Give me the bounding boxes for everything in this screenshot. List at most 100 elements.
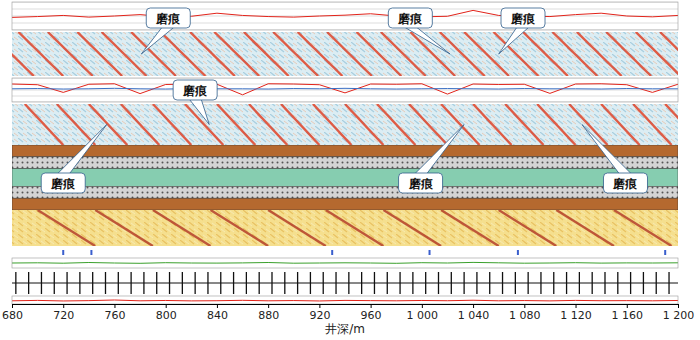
callout-box <box>399 173 443 193</box>
collar-spike <box>412 272 413 294</box>
tick-label: 1 080 <box>509 309 541 322</box>
callout-label: 磨痕 <box>510 12 536 26</box>
callout: 磨痕 <box>388 8 450 54</box>
event-mark <box>331 250 333 255</box>
tick: 1 040 <box>458 304 490 322</box>
wear-stripe <box>345 104 383 145</box>
collar-spike <box>604 272 605 294</box>
curve <box>12 300 678 302</box>
plot-area <box>12 104 678 145</box>
wear-stripe <box>614 210 672 246</box>
plot-area <box>12 78 678 102</box>
callout: 磨痕 <box>141 8 190 54</box>
callout-pointer <box>415 125 465 175</box>
event-mark <box>90 250 92 255</box>
event-mark <box>62 250 64 255</box>
wear-stripe <box>153 210 211 246</box>
collar-spike <box>143 272 144 294</box>
wear-stripe <box>217 104 255 145</box>
tick-label: 760 <box>104 309 125 322</box>
grid-line <box>12 90 678 91</box>
track: 6807207608008408809209601 0001 0401 0801… <box>2 296 694 336</box>
tick-mark <box>12 304 13 308</box>
wear-stripe <box>499 210 557 246</box>
collar-spike <box>118 272 119 294</box>
tick-mark <box>473 304 474 308</box>
image-texture <box>12 104 678 145</box>
collar-spike <box>28 272 29 294</box>
track-frame <box>12 2 678 30</box>
collar-spike <box>323 272 324 294</box>
wear-stripe <box>601 104 639 145</box>
tick-label: 1 120 <box>560 309 592 322</box>
collar-spike <box>643 272 644 294</box>
tick-label: 1 040 <box>458 309 490 322</box>
tick: 680 <box>2 304 23 322</box>
collar-spike <box>668 272 669 294</box>
wear-stripe <box>556 210 614 246</box>
wear-stripe <box>569 104 607 145</box>
collar-spike <box>528 272 529 294</box>
tick-label: 680 <box>2 309 23 322</box>
wear-stripe <box>383 210 441 246</box>
wear-stripe <box>440 32 485 76</box>
casing-layer <box>12 198 678 210</box>
collar-spike <box>233 272 234 294</box>
image-background <box>12 104 678 145</box>
collar-spike <box>374 272 375 294</box>
callout-box <box>173 80 217 100</box>
wear-stripe <box>121 104 159 145</box>
collar-spike <box>579 272 580 294</box>
callout-pointer <box>499 27 529 54</box>
annotations: 磨痕 磨痕 磨痕 <box>141 8 545 54</box>
callout-label: 磨痕 <box>408 177 434 191</box>
track <box>12 78 678 102</box>
collar-spike <box>182 272 183 294</box>
tick-mark <box>114 304 115 308</box>
collar-spike <box>617 272 618 294</box>
collar-spike <box>451 272 452 294</box>
collar-spike <box>656 272 657 294</box>
tick-label: 1 160 <box>612 309 644 322</box>
collar-spike <box>54 272 55 294</box>
callout: 磨痕 <box>41 125 107 194</box>
tick-mark <box>576 304 577 308</box>
wear-stripe <box>660 32 678 76</box>
collar-spike <box>425 272 426 294</box>
curve <box>12 262 678 264</box>
callout: 磨痕 <box>173 80 217 125</box>
tick-mark <box>422 304 423 308</box>
tick-mark <box>319 304 320 308</box>
plot-area <box>12 262 678 264</box>
wear-stripe <box>441 104 479 145</box>
tick: 1 000 <box>407 304 439 322</box>
track <box>12 272 678 294</box>
tick-mark <box>524 304 525 308</box>
collar-spike <box>284 272 285 294</box>
wear-stripe <box>211 210 269 246</box>
callout: 磨痕 <box>399 125 465 194</box>
tick: 1 200 <box>663 304 695 322</box>
image-background <box>12 32 678 76</box>
tick: 960 <box>361 304 382 322</box>
wear-stripe <box>77 32 122 76</box>
collar-spike <box>515 272 516 294</box>
wear-stripe <box>665 104 678 145</box>
wear-stripe <box>381 32 426 76</box>
collar-spike <box>220 272 221 294</box>
callout-box <box>603 173 647 193</box>
plot-area <box>12 2 678 30</box>
casing-layer <box>12 169 678 187</box>
track <box>0 210 690 246</box>
wear-stripe <box>326 210 384 246</box>
tick-label: 960 <box>361 309 382 322</box>
collar-spike <box>553 272 554 294</box>
collar-spike <box>15 272 16 294</box>
wear-stripe <box>18 32 63 76</box>
plot-area <box>12 32 678 76</box>
collar-spike <box>169 272 170 294</box>
collar-spike <box>297 272 298 294</box>
collar-spike <box>259 272 260 294</box>
collar-spike <box>246 272 247 294</box>
collar-spike <box>438 272 439 294</box>
